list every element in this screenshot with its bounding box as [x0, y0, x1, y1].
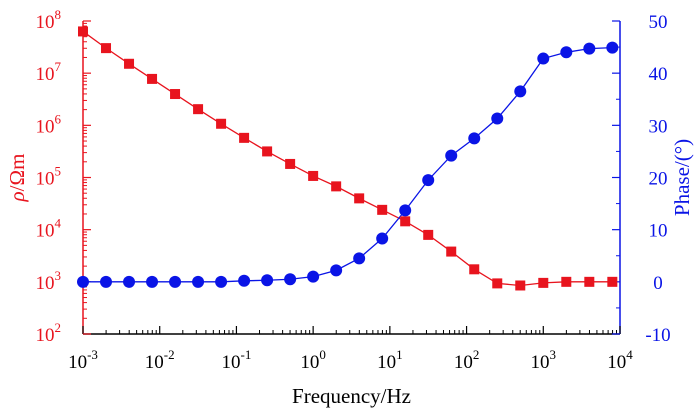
left-tick-label: 107 — [36, 59, 62, 85]
x-tick-label: 10-2 — [145, 347, 175, 373]
phase-point — [583, 42, 596, 55]
resistivity-point — [377, 204, 388, 215]
resistivity-point — [101, 43, 112, 54]
right-tick-label: 0 — [653, 273, 663, 294]
resistivity-point — [124, 58, 135, 69]
phase-point — [307, 270, 320, 283]
phase-point — [192, 275, 205, 288]
phase-point — [77, 275, 89, 288]
phase-point — [376, 232, 389, 245]
x-axis-title: Frequency/Hz — [292, 384, 411, 408]
phase-point — [606, 41, 619, 54]
x-tick-label: 104 — [607, 347, 633, 373]
phase-point — [330, 264, 343, 277]
right-tick-label: 50 — [649, 12, 668, 33]
phase-point — [353, 252, 366, 265]
resistivity-point — [607, 276, 618, 287]
resistivity-point — [262, 146, 273, 157]
phase-point — [215, 275, 228, 288]
left-tick-label: 104 — [36, 216, 62, 242]
x-tick-label: 10-3 — [68, 347, 98, 373]
resistivity-point — [561, 276, 572, 287]
phase-point — [146, 275, 159, 288]
x-tick-label: 10-1 — [222, 347, 252, 373]
resistivity-point — [538, 277, 549, 288]
phase-point — [100, 275, 113, 288]
x-tick-label: 100 — [300, 347, 326, 373]
phase-point — [399, 204, 412, 217]
resistivity-point — [584, 276, 595, 287]
left-tick-label: 106 — [36, 111, 62, 137]
resistivity-point — [285, 158, 296, 169]
axes-layer — [82, 20, 621, 335]
left-tick-label: 102 — [36, 320, 62, 346]
resistivity-point — [78, 26, 88, 37]
resistivity-point — [193, 104, 204, 115]
x-tick-label: 101 — [377, 347, 403, 373]
resistivity-point — [239, 132, 250, 143]
resistivity-point — [331, 181, 342, 192]
right-tick-label: 20 — [649, 169, 668, 190]
series-lines-layer — [82, 30, 613, 287]
left-axis-title: ρ/Ωm — [5, 154, 29, 203]
x-tick-label: 102 — [454, 347, 480, 373]
left-tick-label: 105 — [36, 164, 62, 190]
resistivity-point — [446, 246, 457, 257]
series-markers-layer — [77, 26, 619, 291]
phase-point — [422, 174, 435, 187]
resistivity-point — [147, 73, 158, 84]
phase-point — [238, 274, 251, 287]
phase-point — [284, 273, 297, 286]
phase-point — [169, 275, 182, 288]
phase-point — [261, 274, 274, 287]
phase-point — [537, 52, 550, 65]
resistivity-point — [400, 216, 411, 227]
resistivity-point — [515, 280, 526, 291]
right-tick-label: 30 — [649, 116, 668, 137]
left-tick-label: 103 — [36, 268, 62, 294]
resistivity-point — [354, 193, 365, 204]
left-tick-label: 108 — [36, 7, 62, 33]
labels-layer: 10-3 10-2 10-1 100 101 102 103 1041021031041051… — [5, 7, 694, 408]
phase-point — [468, 132, 481, 145]
phase-point — [445, 149, 458, 162]
resistivity-point — [423, 229, 434, 240]
resistivity-point — [492, 278, 503, 289]
x-tick-label: 103 — [531, 347, 557, 373]
phase-point — [560, 46, 573, 59]
right-axis-title: Phase/(°) — [670, 139, 694, 216]
resistivity-point — [216, 118, 227, 129]
resistivity-point — [170, 89, 181, 100]
right-tick-label: -10 — [645, 325, 670, 346]
right-tick-label: 10 — [649, 221, 668, 242]
resistivity-point — [469, 264, 480, 275]
phase-point — [514, 85, 527, 98]
resistivity-line — [82, 30, 613, 287]
phase-point — [491, 112, 504, 125]
right-tick-label: 40 — [649, 64, 668, 85]
phase-point — [123, 275, 136, 288]
resistivity-point — [308, 170, 319, 181]
phase-line — [83, 46, 613, 283]
